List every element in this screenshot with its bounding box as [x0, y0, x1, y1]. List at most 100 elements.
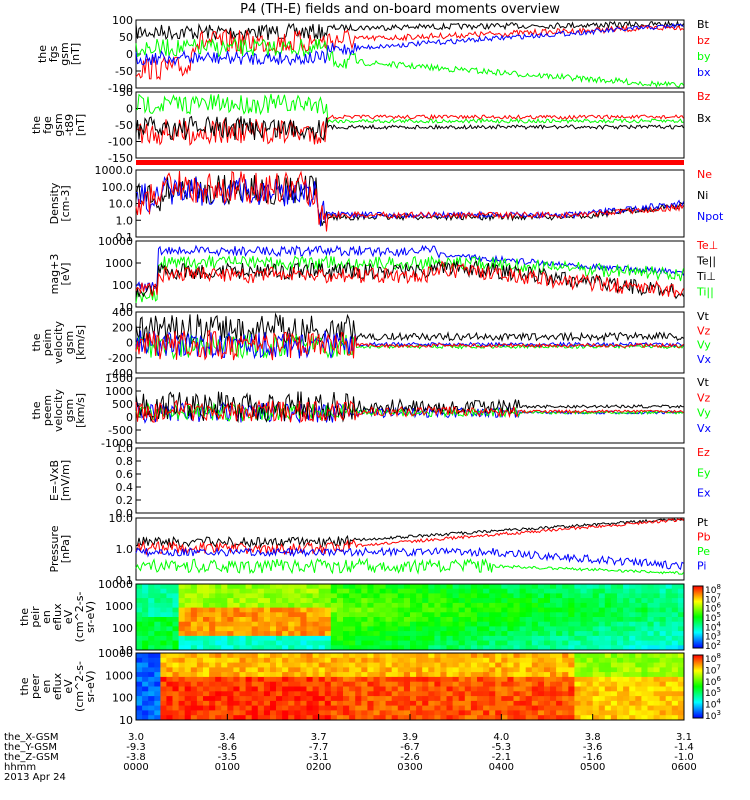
p10-heatmap-cell: [416, 662, 423, 668]
p10-heatmap-cell: [580, 662, 588, 668]
p10-heatmap-cell: [221, 710, 228, 716]
p9-heatmap-cell: [519, 588, 527, 594]
p10-heatmap-cell: [306, 700, 314, 707]
p10-heatmap-cell: [623, 686, 630, 692]
p9-heatmap-cell: [263, 593, 271, 599]
p9-heatmap-cell: [568, 584, 575, 590]
p9-heatmap-cell: [495, 584, 502, 590]
p10-heatmap-cell: [178, 715, 186, 721]
p10-heatmap-cell: [367, 662, 374, 668]
p9-heatmap-cell: [617, 640, 624, 646]
p9-heatmap-cell: [221, 640, 228, 646]
p10-heatmap-cell: [373, 700, 381, 707]
p10-heatmap-cell: [172, 691, 180, 697]
p9-heatmap-cell: [580, 631, 588, 637]
p10-heatmap-cell: [379, 696, 387, 702]
p10-heatmap-cell: [434, 710, 441, 716]
p9-heatmap-cell: [318, 607, 326, 613]
p10-heatmap-cell: [483, 672, 490, 678]
p10-heatmap-cell: [263, 662, 271, 668]
p10-heatmap-cell: [440, 653, 447, 659]
p10-heatmap-cell: [318, 700, 326, 707]
p10-heatmap-cell: [592, 705, 600, 711]
p2-ylabel-line: -t89: [63, 114, 76, 136]
p9-heatmap-cell: [592, 617, 600, 623]
p9-heatmap-cell: [635, 640, 642, 646]
p10-heatmap-cell: [336, 672, 344, 678]
p9-heatmap-cell: [172, 598, 180, 604]
p9-heatmap-cell: [336, 593, 344, 599]
p10-heatmap-cell: [665, 696, 673, 702]
p9-heatmap-cell: [477, 584, 484, 590]
p9-heatmap-cell: [586, 645, 594, 651]
p10-heatmap-cell: [416, 686, 423, 692]
p10-heatmap-cell: [233, 710, 240, 716]
p10-heatmap-cell: [251, 667, 259, 673]
p10-heatmap-cell: [318, 672, 326, 678]
p10-heatmap-cell: [489, 657, 496, 664]
p9-heatmap-cell: [653, 598, 661, 604]
p9-heatmap-cell: [641, 588, 648, 594]
p4-ylabel-line: [eV]: [59, 263, 72, 286]
p10-heatmap-cell: [550, 715, 557, 721]
p9-heatmap-cell: [495, 598, 502, 604]
p10-heatmap-cell: [659, 700, 667, 707]
p9-heatmap-cell: [452, 621, 460, 627]
p10-heatmap-cell: [227, 681, 234, 687]
p10-heatmap-cell: [324, 667, 332, 673]
p10-heatmap-cell: [477, 672, 484, 678]
p9-heatmap-cell: [196, 631, 204, 637]
p9-heatmap-cell: [203, 631, 210, 637]
p9-heatmap-cell: [671, 584, 679, 590]
p9-heatmap-cell: [391, 631, 399, 637]
p10-heatmap-cell: [227, 705, 234, 711]
p9-heatmap-cell: [367, 607, 374, 613]
p9-heatmap-cell: [659, 621, 667, 627]
p9-heatmap-cell: [379, 640, 387, 646]
p9-heatmap-cell: [251, 635, 259, 642]
p10-heatmap-cell: [562, 667, 569, 673]
p10-heatmap-cell: [665, 691, 673, 697]
p10-heatmap-cell: [562, 700, 569, 707]
p9-heatmap-cell: [422, 640, 429, 646]
p10-heatmap-cell: [531, 657, 539, 664]
p10-heatmap-cell: [410, 662, 417, 668]
p10-heatmap-cell: [312, 710, 320, 716]
p10-heatmap-cell: [635, 653, 642, 659]
p10-heatmap-cell: [574, 676, 581, 683]
p3-ylabel-line: [cm-3]: [59, 185, 72, 221]
p10-heatmap-cell: [416, 667, 423, 673]
p10-heatmap-cell: [452, 705, 460, 711]
p10-heatmap-cell: [373, 696, 381, 702]
p9-heatmap-cell: [501, 612, 508, 618]
p9-heatmap-cell: [282, 645, 289, 651]
p9-heatmap-cell: [209, 612, 216, 618]
p10-heatmap-cell: [184, 700, 192, 707]
p9-heatmap-cell: [276, 631, 283, 637]
p10-heatmap-cell: [209, 715, 216, 721]
p9-heatmap-cell: [544, 617, 551, 623]
p9-heatmap-cell: [166, 631, 173, 637]
p9-heatmap-cell: [184, 602, 192, 609]
p9-heatmap-cell: [233, 645, 240, 651]
p10-heatmap-cell: [623, 700, 630, 707]
p9-heatmap-cell: [312, 588, 320, 594]
p9-heatmap-cell: [391, 598, 399, 604]
p10-heatmap-cell: [391, 657, 399, 664]
p9-heatmap-cell: [178, 621, 186, 627]
p10-heatmap-cell: [519, 710, 527, 716]
p9-heatmap-cell: [477, 635, 484, 642]
p10-heatmap-cell: [592, 691, 600, 697]
p10-heatmap-cell: [513, 710, 521, 716]
p10-heatmap-cell: [434, 681, 441, 687]
p9-heatmap-cell: [215, 593, 222, 599]
p9-heatmap-cell: [203, 612, 210, 618]
p10-heatmap-cell: [653, 672, 661, 678]
p9-heatmap-cell: [440, 645, 447, 651]
p10-ylabel-line: eflux: [51, 672, 64, 700]
p9-heatmap-cell: [196, 617, 204, 623]
p10-heatmap-cell: [367, 696, 374, 702]
p9-heatmap-cell: [428, 631, 435, 637]
p10-heatmap-cell: [367, 705, 374, 711]
p9-heatmap-cell: [288, 588, 295, 594]
